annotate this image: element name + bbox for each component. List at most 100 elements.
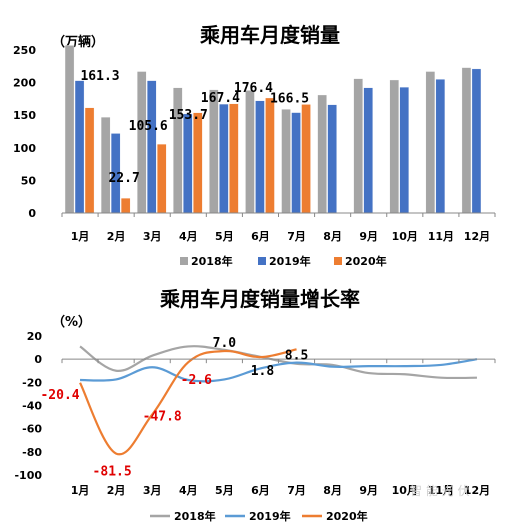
bar-2019年-12月 <box>471 68 482 214</box>
bottom-x-tick-label: 9月 <box>359 484 378 497</box>
bar-2018年-9月 <box>353 78 363 214</box>
top-data-label: 22.7 <box>108 171 139 186</box>
top-y-tick-label: 200 <box>13 77 36 90</box>
top-x-tick-label: 12月 <box>464 230 490 243</box>
bar-2020年-6月 <box>265 97 275 214</box>
top-x-tick-label: 4月 <box>179 230 198 243</box>
bottom-y-tick-label: 20 <box>27 330 43 343</box>
line-series-2019年 <box>80 358 478 383</box>
bar-2019年-3月 <box>147 80 157 214</box>
bar-2019年-7月 <box>291 112 301 214</box>
bottom-x-tick-label: 11月 <box>428 484 454 497</box>
top-data-label: 166.5 <box>270 91 309 106</box>
bottom-data-label: 1.8 <box>251 364 275 379</box>
bottom-legend: 2018年 2019年 2020年 <box>150 509 368 523</box>
top-bars <box>64 45 482 214</box>
bottom-data-label: -2.6 <box>181 373 212 388</box>
bar-2019年-10月 <box>399 87 409 214</box>
bottom-data-label: -81.5 <box>93 465 132 480</box>
top-x-tick-label: 2月 <box>107 230 126 243</box>
bar-2018年-5月 <box>209 89 219 214</box>
bottom-x-tick-label: 3月 <box>143 484 162 497</box>
bar-2018年-6月 <box>245 90 255 214</box>
bar-2018年-7月 <box>281 109 291 214</box>
top-x-tick-label: 9月 <box>359 230 378 243</box>
bar-2020年-1月 <box>84 107 95 214</box>
bottom-chart-title: 乘用车月度销量增长率 <box>159 287 360 311</box>
bottom-x-tick-label: 6月 <box>251 484 270 497</box>
bottom-y-tick-label: -40 <box>22 400 42 413</box>
bar-2018年-12月 <box>461 67 472 214</box>
bar-2019年-5月 <box>219 103 229 214</box>
bottom-y-tick-label: -100 <box>14 469 42 482</box>
top-legend: 2018年 2019年 2020年 <box>180 254 387 268</box>
top-x-tick-label: 8月 <box>323 230 342 243</box>
bar-2019年-8月 <box>327 104 337 214</box>
top-chart-unit: （万辆） <box>52 34 104 50</box>
bottom-y-axis: 20 0 -20 -40 -60 -80 -100 <box>14 330 42 482</box>
top-y-tick-label: 250 <box>13 44 36 57</box>
top-x-tick-label: 10月 <box>392 230 418 243</box>
top-x-tick-label: 5月 <box>215 230 234 243</box>
bar-2018年-1月 <box>64 45 75 214</box>
bottom-y-tick-label: -60 <box>22 423 42 436</box>
top-data-label: 105.6 <box>129 119 168 134</box>
bar-2018年-8月 <box>317 94 327 214</box>
top-legend-label: 2020年 <box>345 254 387 268</box>
bar-2020年-3月 <box>157 143 167 214</box>
bottom-x-tick-label: 5月 <box>215 484 234 497</box>
top-data-label: 161.3 <box>80 69 119 84</box>
bottom-data-labels: -20.4 -81.5 -47.8 -2.6 7.0 1.8 8.5 <box>40 336 308 480</box>
bottom-legend-label: 2020年 <box>326 509 368 523</box>
bottom-x-tick-label: 8月 <box>323 484 342 497</box>
top-x-axis: 1月 2月 3月 4月 5月 6月 7月 8月 9月 10月 11月 12月 <box>61 212 496 243</box>
bar-2019年-1月 <box>74 80 85 214</box>
watermark: 智 能 光 伏 <box>410 483 469 498</box>
bottom-x-tick-label: 12月 <box>464 484 490 497</box>
top-x-tick-label: 7月 <box>287 230 306 243</box>
bar-2020年-2月 <box>120 198 131 214</box>
top-y-axis: 0 50 100 150 200 250 <box>13 44 36 220</box>
bar-2018年-3月 <box>137 71 147 214</box>
top-legend-label: 2018年 <box>191 254 233 268</box>
bottom-data-label: -20.4 <box>40 388 79 403</box>
top-legend-swatch <box>180 257 188 265</box>
top-y-tick-label: 100 <box>13 142 36 155</box>
bottom-chart-unit: （%） <box>52 314 91 330</box>
top-x-tick-label: 3月 <box>143 230 162 243</box>
top-x-tick-label: 1月 <box>71 230 90 243</box>
line-series-2020年 <box>79 348 297 456</box>
bar-2019年-4月 <box>183 113 193 214</box>
bar-2018年-2月 <box>100 117 111 214</box>
bottom-x-tick-label: 2月 <box>107 484 126 497</box>
top-legend-swatch <box>334 257 342 265</box>
top-y-tick-label: 150 <box>13 109 36 122</box>
top-data-label: 153.7 <box>169 108 208 123</box>
top-data-label: 167.4 <box>201 91 240 106</box>
bar-2019年-9月 <box>363 87 373 214</box>
top-data-label: 176.4 <box>234 81 273 96</box>
bottom-data-label: -47.8 <box>143 410 182 425</box>
bottom-y-tick-label: -80 <box>22 446 42 459</box>
bar-2020年-7月 <box>301 104 311 214</box>
bottom-data-label: 7.0 <box>213 336 237 351</box>
top-legend-swatch <box>258 257 266 265</box>
bar-2019年-6月 <box>255 100 265 214</box>
top-y-tick-label: 50 <box>21 174 37 187</box>
bottom-y-tick-label: 0 <box>34 353 42 366</box>
top-x-tick-label: 11月 <box>428 230 454 243</box>
bar-2018年-10月 <box>389 79 399 214</box>
bottom-x-axis: 1月 2月 3月 4月 5月 6月 7月 8月 9月 10月 11月 12月 <box>61 358 496 497</box>
top-legend-label: 2019年 <box>269 254 311 268</box>
top-x-tick-label: 6月 <box>251 230 270 243</box>
bar-2018年-11月 <box>425 71 436 214</box>
bottom-x-tick-label: 4月 <box>179 484 198 497</box>
top-y-tick-label: 0 <box>28 207 36 220</box>
top-chart-title: 乘用车月度销量 <box>199 23 340 47</box>
bar-2018年-4月 <box>173 87 183 214</box>
bottom-x-tick-label: 7月 <box>287 484 306 497</box>
bottom-legend-label: 2018年 <box>174 509 216 523</box>
bottom-data-label: 8.5 <box>285 348 308 363</box>
